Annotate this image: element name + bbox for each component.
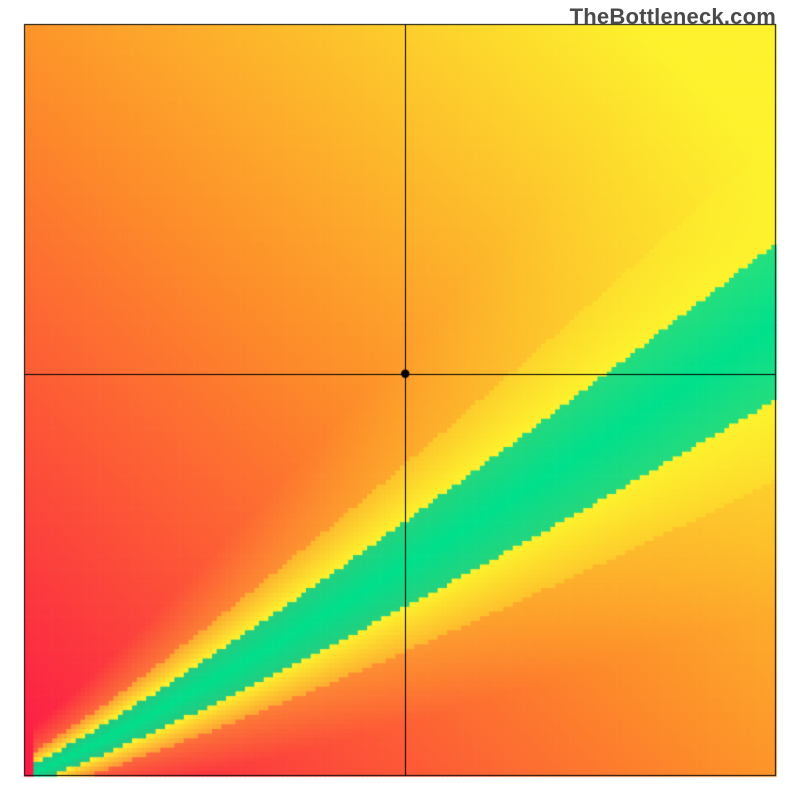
bottleneck-heatmap-canvas [0, 0, 800, 800]
bottleneck-heatmap-container: { "watermark": "TheBottleneck.com", "can… [0, 0, 800, 800]
watermark-text: TheBottleneck.com [570, 4, 776, 30]
